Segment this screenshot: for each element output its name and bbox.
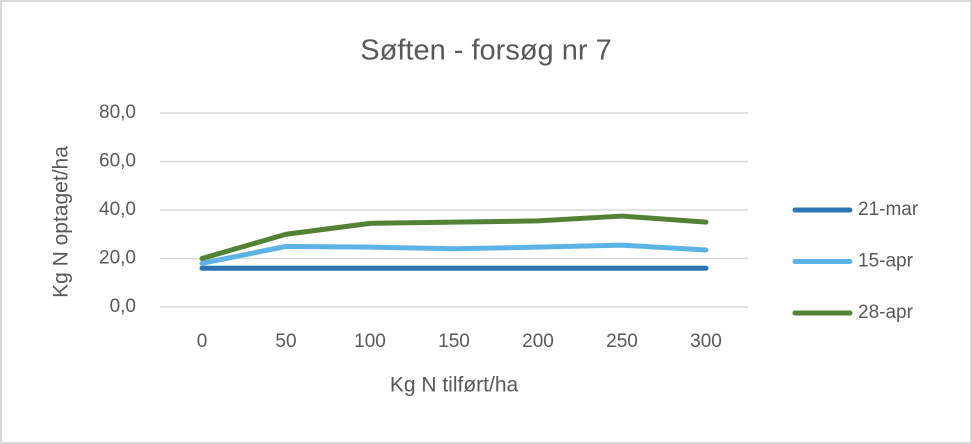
series-line (199, 242, 709, 266)
y-tick-label: 60,0 (99, 151, 136, 172)
x-tick-label: 0 (197, 331, 208, 352)
y-axis-label: Kg N optaget/ha (50, 146, 73, 298)
y-tick-label: 80,0 (99, 102, 136, 123)
series-line (199, 213, 709, 261)
y-tick-label: 40,0 (99, 199, 136, 220)
x-tick-label: 150 (438, 331, 470, 352)
legend-label: 21-mar (858, 199, 919, 220)
legend-label: 15-apr (858, 251, 914, 272)
y-tick-label: 0,0 (110, 296, 136, 317)
x-tick-label: 100 (354, 331, 386, 352)
x-axis-label: Kg N tilført/ha (390, 374, 519, 397)
y-tick-label: 20,0 (99, 248, 136, 269)
legend-label: 28-apr (858, 302, 914, 323)
x-tick-label: 250 (606, 331, 638, 352)
x-tick-label: 300 (690, 331, 722, 352)
x-tick-label: 50 (275, 331, 296, 352)
x-tick-label: 200 (522, 331, 554, 352)
chart-title: Søften - forsøg nr 7 (360, 35, 611, 67)
